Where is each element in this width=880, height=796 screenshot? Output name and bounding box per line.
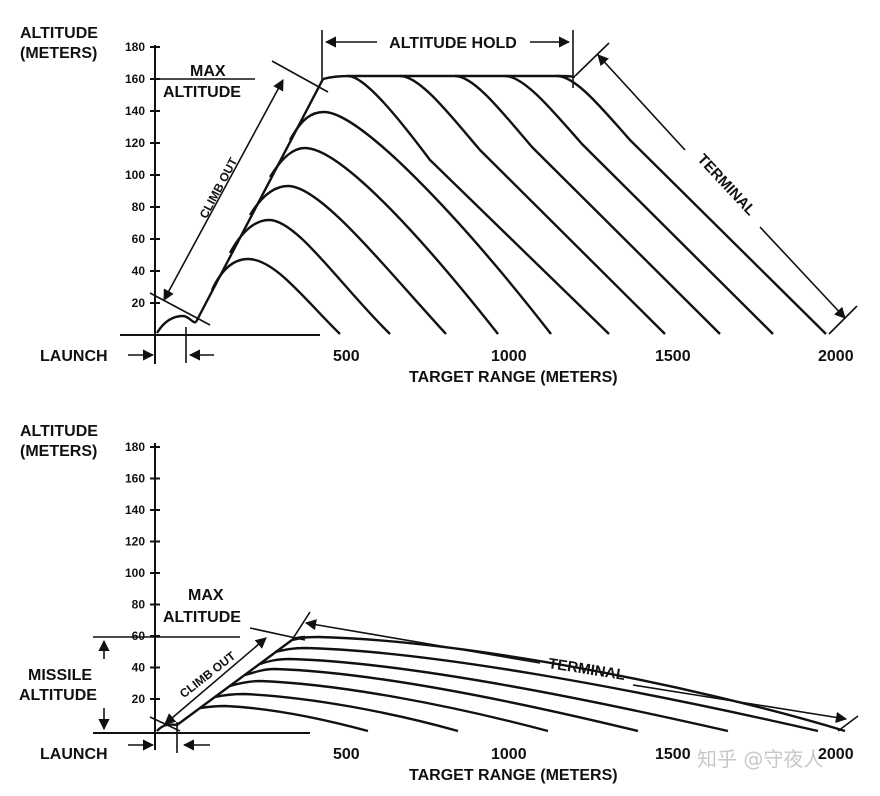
top-panel: ALTITUDE (METERS) 180 160 140 120 100 80 60 40 2… [20,25,858,386]
bottom-y-ticks: 180 160 140 120 100 80 60 40 20 [125,440,160,706]
bottom-trajectory-1 [199,704,369,733]
bottom-terminal-tick-low [837,715,859,732]
bottom-trajectory-7 [291,635,846,733]
top-trajectory-2 [228,218,391,335]
top-x-axis-title: TARGET RANGE (METERS) [409,369,618,386]
bottom-panel: ALTITUDE (METERS) 180 160 140 120 100 80 60 40 2… [19,423,859,784]
bottom-y-tick-label: 120 [125,535,145,549]
bottom-trajectory-4 [244,667,639,733]
top-x-tick-500: 500 [333,348,360,365]
top-trajectory-4 [268,146,499,335]
top-max-altitude-line1: MAX [190,63,226,80]
bottom-x-axis-title: TARGET RANGE (METERS) [409,767,618,784]
bottom-y-tick-label: 140 [125,503,145,517]
top-y-tick-label: 140 [125,104,145,118]
top-altitude-hold-line [322,74,576,81]
top-terminal-tick-low [828,305,858,335]
bottom-x-tick-1000: 1000 [491,746,527,763]
top-y-tick-label: 160 [125,72,145,86]
top-y-tick-label: 20 [132,296,146,310]
bottom-y-tick-label: 80 [132,598,146,612]
top-trajectory-9 [504,74,774,335]
top-y-tick-label: 80 [132,200,146,214]
bottom-max-altitude-line2: ALTITUDE [163,609,241,626]
bottom-trajectory-5 [259,657,729,733]
bottom-ylabel-line2: (METERS) [20,443,97,460]
top-launch-label: LAUNCH [40,348,108,365]
bottom-y-tick-label: 60 [132,629,146,643]
bottom-y-tick-label: 20 [132,692,146,706]
top-terminal-arrow-upper [597,54,686,151]
bottom-ylabel-line1: ALTITUDE [20,423,98,440]
bottom-trajectory-2 [214,692,459,733]
top-trajectory-5 [288,110,552,335]
bottom-trajectory-6 [274,646,819,733]
top-max-altitude-line2: ALTITUDE [163,84,241,101]
bottom-climb-out-label: CLIMB OUT [177,648,239,700]
top-launch-trajectory [155,314,197,334]
top-climb-out-arrow [163,79,284,301]
top-y-ticks: 180 160 140 120 100 80 60 40 20 [125,40,160,310]
top-x-tick-1500: 1500 [655,348,691,365]
top-ylabel-line1: ALTITUDE [20,25,98,42]
bottom-y-tick-label: 180 [125,440,145,454]
top-y-tick-label: 120 [125,136,145,150]
top-climb-tick-low [149,292,211,326]
bottom-y-tick-label: 40 [132,661,146,675]
bottom-max-altitude-line1: MAX [188,587,224,604]
bottom-launch-label: LAUNCH [40,746,108,763]
bottom-launch-trajectory [156,723,178,732]
top-terminal-tick-high [574,42,610,77]
top-x-tick-2000: 2000 [818,348,854,365]
top-trajectory-3 [248,184,447,335]
top-climb-out-label: CLIMB OUT [197,155,241,221]
top-ylabel-line2: (METERS) [20,45,97,62]
top-y-tick-label: 180 [125,40,145,54]
top-trajectory-6 [347,74,610,335]
bottom-missile-altitude-line1: MISSILE [28,667,92,684]
bottom-climb-path [176,639,293,726]
top-terminal-label: TERMINAL [694,151,759,219]
top-x-tick-1000: 1000 [491,348,527,365]
bottom-trajectory-3 [229,679,549,733]
watermark: 知乎 @守夜人 [697,747,823,771]
top-y-tick-label: 40 [132,264,146,278]
top-y-tick-label: 100 [125,168,145,182]
bottom-climb-out-arrow [164,637,267,725]
top-trajectory-1 [210,257,341,335]
top-trajectory-8 [454,74,721,335]
bottom-x-tick-2000: 2000 [818,746,854,763]
top-y-tick-label: 60 [132,232,146,246]
top-trajectory-7 [399,74,666,335]
bottom-terminal-arrow-upper [304,619,541,664]
top-altitude-hold-label: ALTITUDE HOLD [389,35,517,52]
bottom-x-tick-500: 500 [333,746,360,763]
top-trajectory-10 [556,74,827,335]
bottom-x-tick-1500: 1500 [655,746,691,763]
bottom-y-tick-label: 160 [125,472,145,486]
bottom-missile-altitude-line2: ALTITUDE [19,687,97,704]
bottom-terminal-tick-high [291,611,311,641]
top-terminal-arrow-lower [759,226,846,319]
bottom-y-tick-label: 100 [125,566,145,580]
